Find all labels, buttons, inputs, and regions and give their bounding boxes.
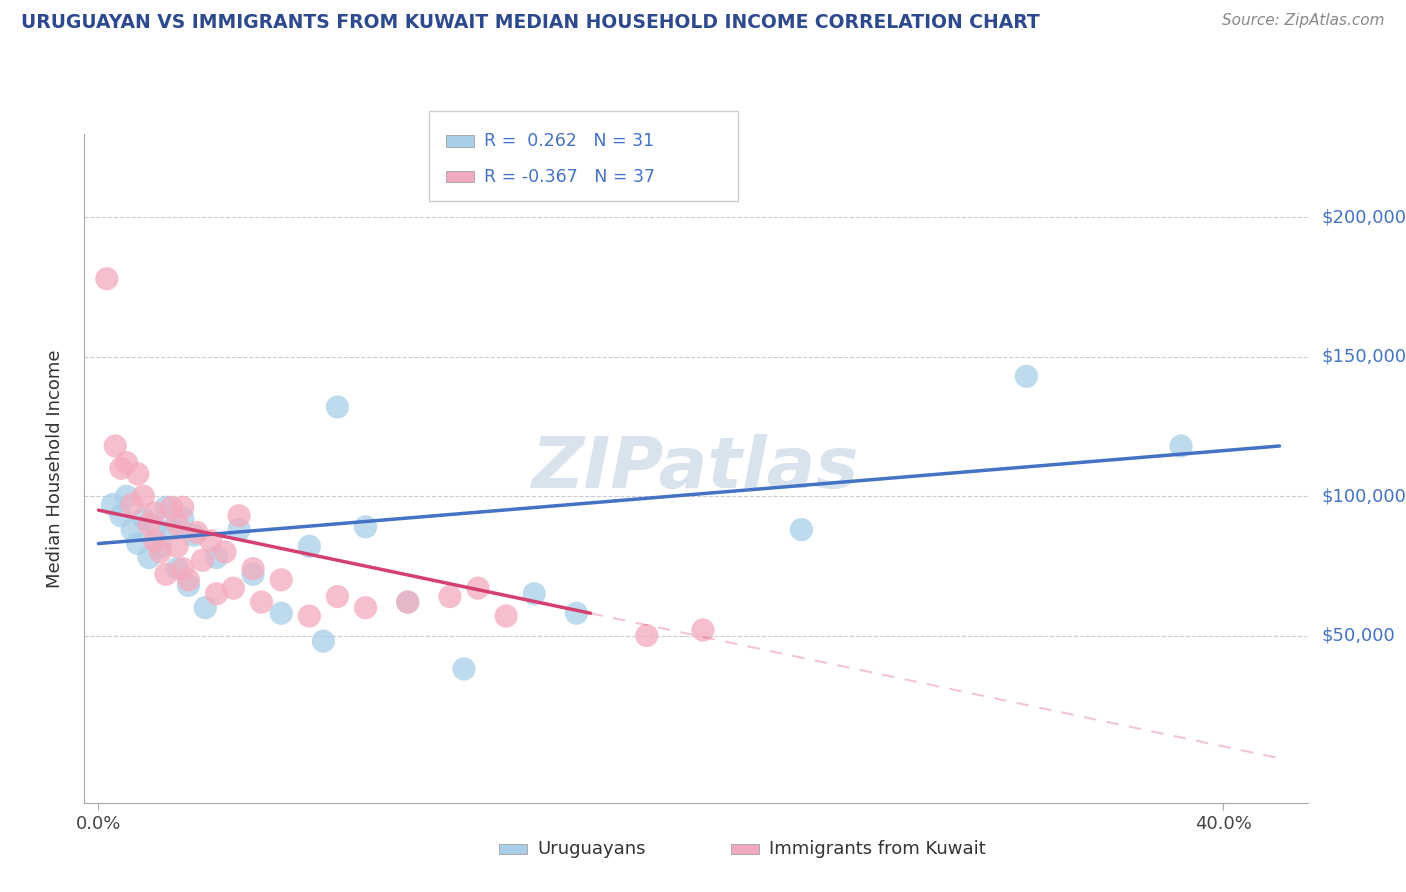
Point [115,456,138,470]
Point [205,587,228,601]
Point [138,550,160,565]
Point [354,520,377,534]
Point [250,595,273,609]
Text: R = -0.367   N = 37: R = -0.367 N = 37 [484,168,655,186]
Point [160,500,183,515]
Point [96,271,118,285]
Point [143,533,166,548]
Point [121,498,143,512]
Point [228,508,250,523]
Point [177,578,200,592]
Point [312,634,335,648]
Point [110,461,132,475]
Point [166,539,188,553]
Point [172,511,194,525]
Point [115,489,138,503]
Text: $200,000: $200,000 [1322,209,1406,227]
Point [1170,439,1192,453]
Point [121,523,143,537]
Point [242,562,264,576]
Text: $100,000: $100,000 [1322,487,1406,505]
Point [166,517,188,532]
Point [790,523,813,537]
Point [222,581,245,595]
Point [205,550,228,565]
Point [214,545,236,559]
Point [692,623,714,637]
Point [565,607,588,621]
Point [636,628,658,642]
Point [439,590,461,604]
Point [453,662,475,676]
Text: URUGUAYAN VS IMMIGRANTS FROM KUWAIT MEDIAN HOUSEHOLD INCOME CORRELATION CHART: URUGUAYAN VS IMMIGRANTS FROM KUWAIT MEDI… [21,13,1040,32]
Point [396,595,419,609]
Point [127,467,149,481]
Point [104,439,127,453]
Y-axis label: Median Household Income: Median Household Income [45,349,63,588]
Text: Immigrants from Kuwait: Immigrants from Kuwait [769,840,986,858]
Point [523,587,546,601]
Point [298,609,321,624]
Text: $150,000: $150,000 [1322,348,1406,366]
Point [270,607,292,621]
Point [495,609,517,624]
Text: Source: ZipAtlas.com: Source: ZipAtlas.com [1222,13,1385,29]
Point [228,523,250,537]
Point [242,567,264,582]
Point [155,567,177,582]
Point [132,511,155,525]
Point [166,562,188,576]
Point [326,590,349,604]
Point [396,595,419,609]
Point [194,600,217,615]
Point [183,528,205,542]
Point [191,553,214,567]
Point [186,525,208,540]
Text: $50,000: $50,000 [1322,626,1395,645]
Point [110,508,132,523]
Point [138,517,160,532]
Point [132,489,155,503]
Point [160,523,183,537]
Point [127,536,149,550]
Point [143,520,166,534]
Point [172,500,194,515]
Point [200,533,222,548]
Point [467,581,489,595]
Point [270,573,292,587]
Point [326,400,349,414]
Point [149,539,172,553]
Point [1015,369,1038,384]
Point [155,500,177,515]
Point [101,498,124,512]
Point [172,562,194,576]
Point [149,545,172,559]
Point [143,506,166,520]
Text: R =  0.262   N = 31: R = 0.262 N = 31 [484,132,654,150]
Point [177,573,200,587]
Text: ZIPatlas: ZIPatlas [533,434,859,503]
Point [354,600,377,615]
Text: Uruguayans: Uruguayans [537,840,645,858]
Point [298,539,321,553]
